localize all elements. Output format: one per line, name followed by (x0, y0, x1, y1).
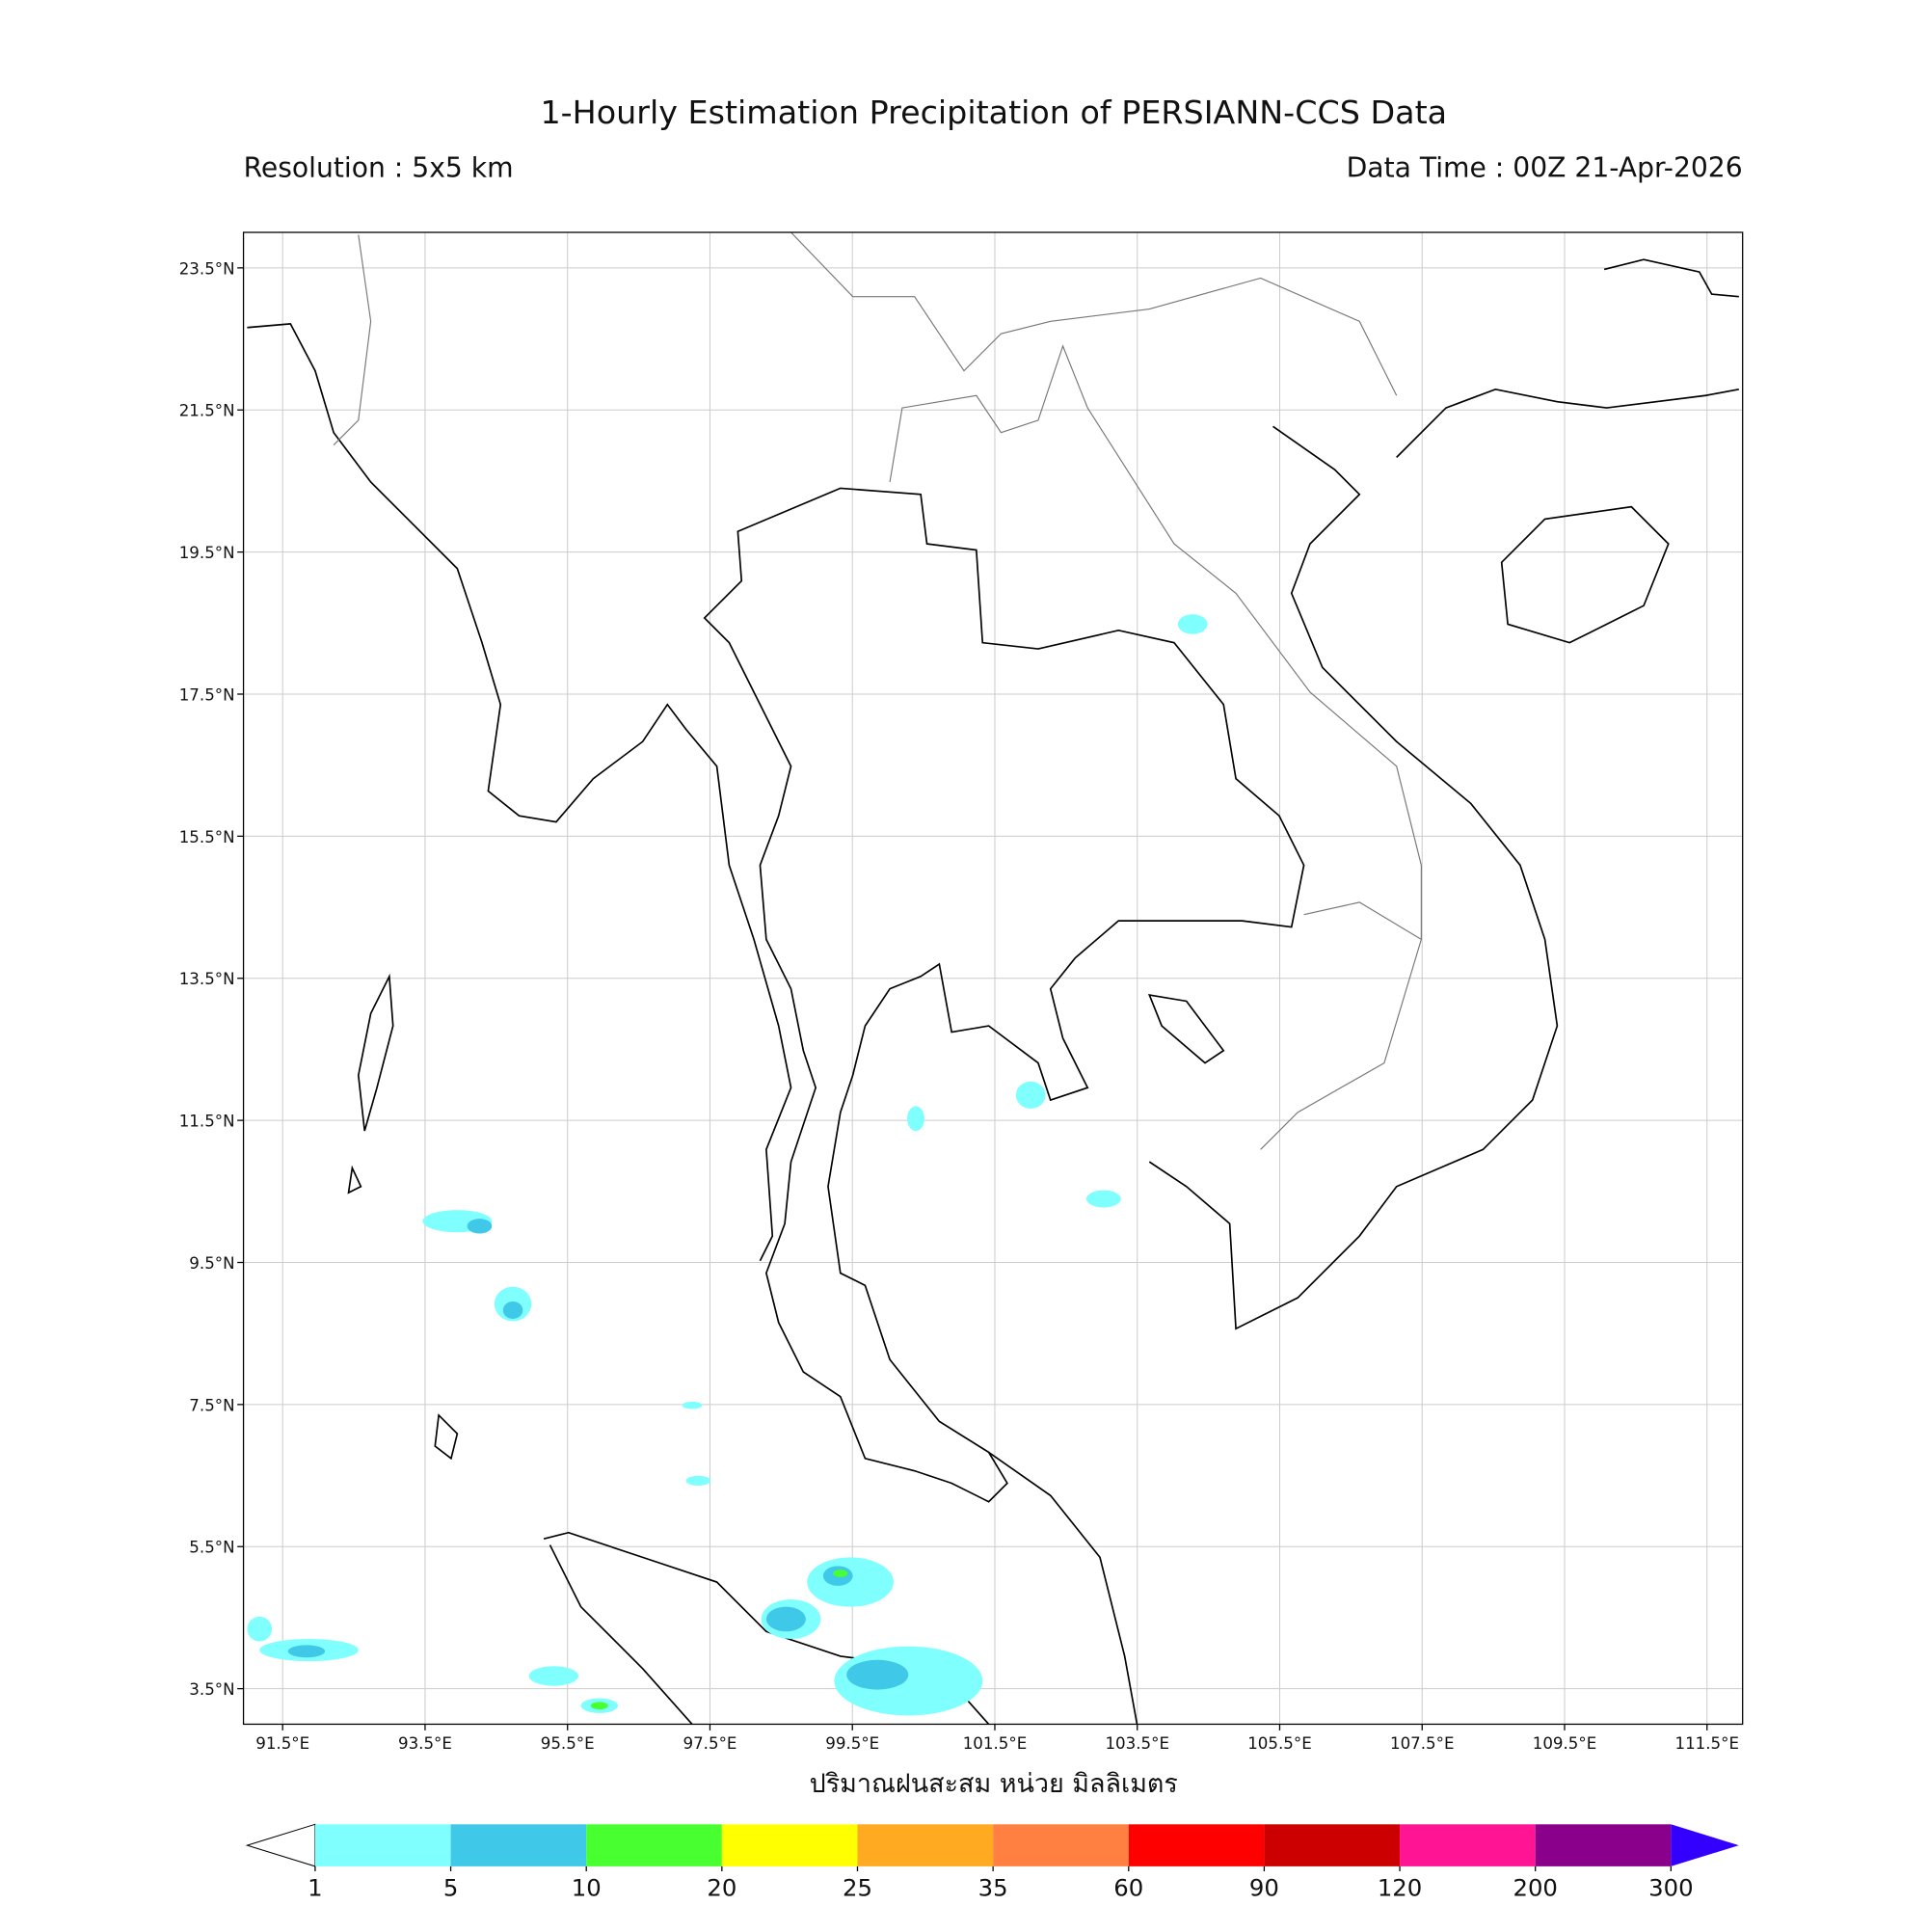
colorbar-label: 5 (443, 1874, 459, 1902)
grid (243, 232, 1743, 1725)
rain-area (287, 1645, 326, 1658)
china-coast-north (1603, 258, 1739, 298)
sumatra-west (549, 1544, 693, 1726)
colorbar-box (857, 1824, 994, 1866)
y-tick-label: 21.5°N (179, 402, 235, 420)
x-axis-label: ปริมาณฝนสะสม หน่วย มิลลิเมตร (810, 1769, 1178, 1799)
vietnam-coast (1148, 425, 1559, 1330)
cambodia-border (1260, 901, 1423, 1150)
resolution: Resolution : 5x5 km (244, 151, 514, 183)
china-border (790, 231, 1398, 396)
y-tick-label: 9.5°N (189, 1254, 234, 1273)
colorbar-label: 200 (1513, 1874, 1557, 1902)
y-tick-label: 19.5°N (179, 544, 235, 562)
coastlines (247, 231, 1739, 1726)
y-tick-label: 3.5°N (189, 1680, 234, 1699)
x-tick-label: 109.5°E (1533, 1734, 1597, 1753)
y-tick-label: 7.5°N (189, 1396, 234, 1414)
x-tick-label: 107.5°E (1390, 1734, 1455, 1753)
colorbar-label: 35 (978, 1874, 1008, 1902)
china-coast (1396, 388, 1739, 458)
colorbar-box (314, 1824, 451, 1866)
colorbar-label: 1 (308, 1874, 323, 1902)
y-tick-label: 5.5°N (189, 1539, 234, 1557)
colorbar-label: 120 (1378, 1874, 1422, 1902)
rain-area (467, 1219, 493, 1234)
rain-area (1015, 1081, 1046, 1109)
rain-area (528, 1666, 578, 1686)
rain-area (833, 1570, 848, 1577)
rain-area (907, 1106, 924, 1132)
x-tick-label: 97.5°E (683, 1734, 736, 1753)
rain-area (1085, 1190, 1121, 1208)
colorbar-box (1400, 1824, 1536, 1866)
rain-area (502, 1301, 523, 1319)
rain-area (682, 1401, 703, 1409)
colorbar-label: 300 (1648, 1874, 1693, 1902)
hainan (1500, 505, 1670, 644)
malay-coast (988, 1451, 1138, 1725)
x-tick-label: 93.5°E (398, 1734, 452, 1753)
colorbar-box (1128, 1824, 1265, 1866)
data-time: Data Time : 00Z 21-Apr-2026 (1347, 151, 1743, 183)
rain-area (1177, 614, 1208, 634)
x-tick-label: 111.5°E (1674, 1734, 1739, 1753)
title: 1-Hourly Estimation Precipitation of PER… (540, 94, 1447, 131)
colorbar-over (1671, 1824, 1739, 1866)
laos-border (889, 344, 1422, 940)
rain-area (807, 1557, 894, 1607)
rain-area (590, 1702, 608, 1710)
y-tick-label: 13.5°N (179, 970, 235, 988)
rain-area (685, 1475, 711, 1487)
colorbar-label: 10 (572, 1874, 602, 1902)
rain-area (846, 1659, 909, 1690)
cambodia-lake (1147, 993, 1225, 1064)
rain-area (247, 1616, 273, 1642)
colorbar-under (245, 1823, 316, 1867)
myanmar-border (333, 234, 372, 445)
x-tick-label: 99.5°E (825, 1734, 879, 1753)
colorbar-label: 25 (843, 1874, 872, 1902)
colorbar: 1 5 10 20 25 35 60 90 120 200 300 (245, 1823, 1739, 1902)
colorbar-label: 60 (1113, 1874, 1143, 1902)
x-tick-label: 103.5°E (1105, 1734, 1169, 1753)
x-tick-label: 105.5°E (1247, 1734, 1312, 1753)
y-tick-label: 15.5°N (179, 828, 235, 846)
myanmar-coast (247, 323, 792, 1262)
colorbar-box (450, 1824, 587, 1866)
colorbar-box (993, 1824, 1129, 1866)
rain-area (765, 1606, 806, 1632)
x-tick-label: 91.5°E (255, 1734, 309, 1753)
andaman-islands (347, 973, 459, 1461)
y-tick-label: 17.5°N (179, 685, 235, 704)
colorbar-box (1535, 1824, 1672, 1866)
x-tick-label: 101.5°E (963, 1734, 1028, 1753)
rain-areas (247, 614, 1208, 1716)
colorbar-box (721, 1824, 858, 1866)
colorbar-box (586, 1824, 722, 1866)
x-tick-label: 95.5°E (541, 1734, 595, 1753)
colorbar-label: 20 (707, 1874, 736, 1902)
y-tick-label: 11.5°N (179, 1113, 235, 1131)
colorbar-box (1264, 1824, 1401, 1866)
y-tick-label: 23.5°N (179, 259, 235, 278)
colorbar-label: 90 (1249, 1874, 1279, 1902)
thailand (703, 487, 1305, 1503)
